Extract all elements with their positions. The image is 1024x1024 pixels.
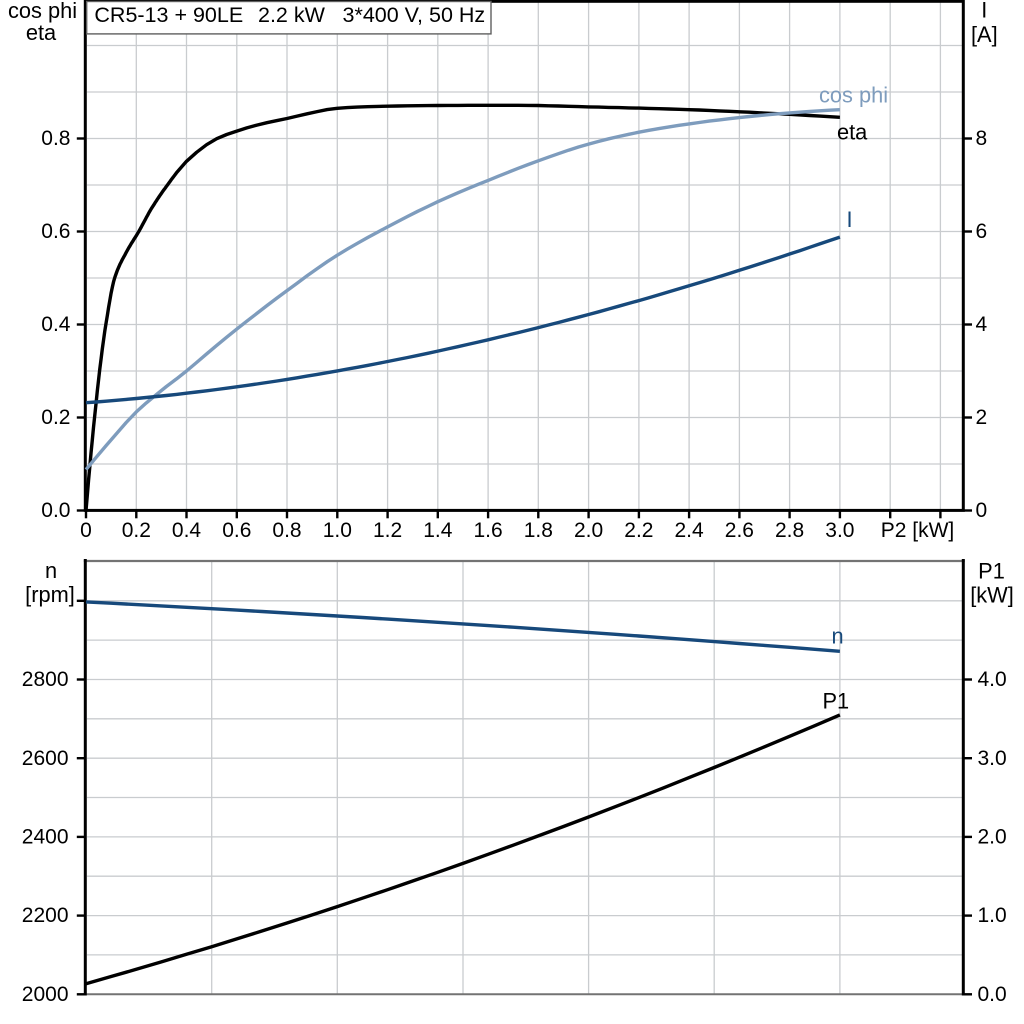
svg-text:0.4: 0.4 <box>41 313 71 336</box>
svg-text:0: 0 <box>80 519 92 542</box>
svg-text:cos phi: cos phi <box>8 0 77 23</box>
svg-text:2800: 2800 <box>22 668 69 691</box>
svg-text:[rpm]: [rpm] <box>25 582 75 607</box>
svg-text:n: n <box>45 558 57 583</box>
svg-text:0.2: 0.2 <box>122 519 151 542</box>
svg-text:4: 4 <box>976 313 988 336</box>
svg-text:2.4: 2.4 <box>674 519 704 542</box>
svg-text:eta: eta <box>837 120 868 145</box>
svg-text:n: n <box>832 624 844 649</box>
svg-text:1.8: 1.8 <box>524 519 553 542</box>
svg-text:8: 8 <box>976 127 988 150</box>
svg-text:[A]: [A] <box>971 22 998 47</box>
svg-text:2.0: 2.0 <box>574 519 603 542</box>
svg-text:1.4: 1.4 <box>423 519 453 542</box>
svg-text:cos phi: cos phi <box>819 83 888 108</box>
svg-text:4.0: 4.0 <box>978 668 1007 691</box>
svg-text:CR5-13 + 90LE: CR5-13 + 90LE <box>94 3 243 27</box>
svg-text:3.0: 3.0 <box>978 747 1007 770</box>
svg-text:2600: 2600 <box>22 747 69 770</box>
svg-text:I: I <box>981 0 987 23</box>
svg-text:2.6: 2.6 <box>725 519 754 542</box>
svg-text:0.6: 0.6 <box>41 220 70 243</box>
svg-text:1.0: 1.0 <box>978 904 1007 927</box>
svg-text:0.2: 0.2 <box>41 406 70 429</box>
svg-text:0.8: 0.8 <box>41 127 70 150</box>
svg-text:1.0: 1.0 <box>323 519 352 542</box>
svg-text:2.2: 2.2 <box>624 519 653 542</box>
svg-text:I: I <box>847 207 853 232</box>
svg-text:0.0: 0.0 <box>41 499 70 522</box>
svg-text:2.2 kW: 2.2 kW <box>258 3 326 27</box>
svg-text:0.8: 0.8 <box>272 519 301 542</box>
svg-text:2200: 2200 <box>22 904 69 927</box>
svg-text:1.2: 1.2 <box>373 519 402 542</box>
svg-text:0.6: 0.6 <box>222 519 251 542</box>
svg-text:1.6: 1.6 <box>473 519 502 542</box>
svg-text:3*400 V, 50 Hz: 3*400 V, 50 Hz <box>343 3 486 27</box>
svg-text:P2 [kW]: P2 [kW] <box>881 519 955 542</box>
svg-text:[kW]: [kW] <box>970 582 1014 607</box>
svg-text:eta: eta <box>26 20 57 45</box>
svg-text:0: 0 <box>976 499 988 522</box>
svg-text:0.4: 0.4 <box>172 519 202 542</box>
svg-text:P1: P1 <box>978 558 1005 583</box>
svg-text:P1: P1 <box>823 688 850 713</box>
svg-text:2.0: 2.0 <box>978 826 1007 849</box>
svg-text:2400: 2400 <box>22 826 69 849</box>
svg-text:2000: 2000 <box>22 983 69 1006</box>
svg-text:6: 6 <box>976 220 988 243</box>
svg-text:0.0: 0.0 <box>978 983 1007 1006</box>
svg-text:2.8: 2.8 <box>775 519 804 542</box>
svg-text:2: 2 <box>976 406 988 429</box>
svg-text:3.0: 3.0 <box>825 519 854 542</box>
